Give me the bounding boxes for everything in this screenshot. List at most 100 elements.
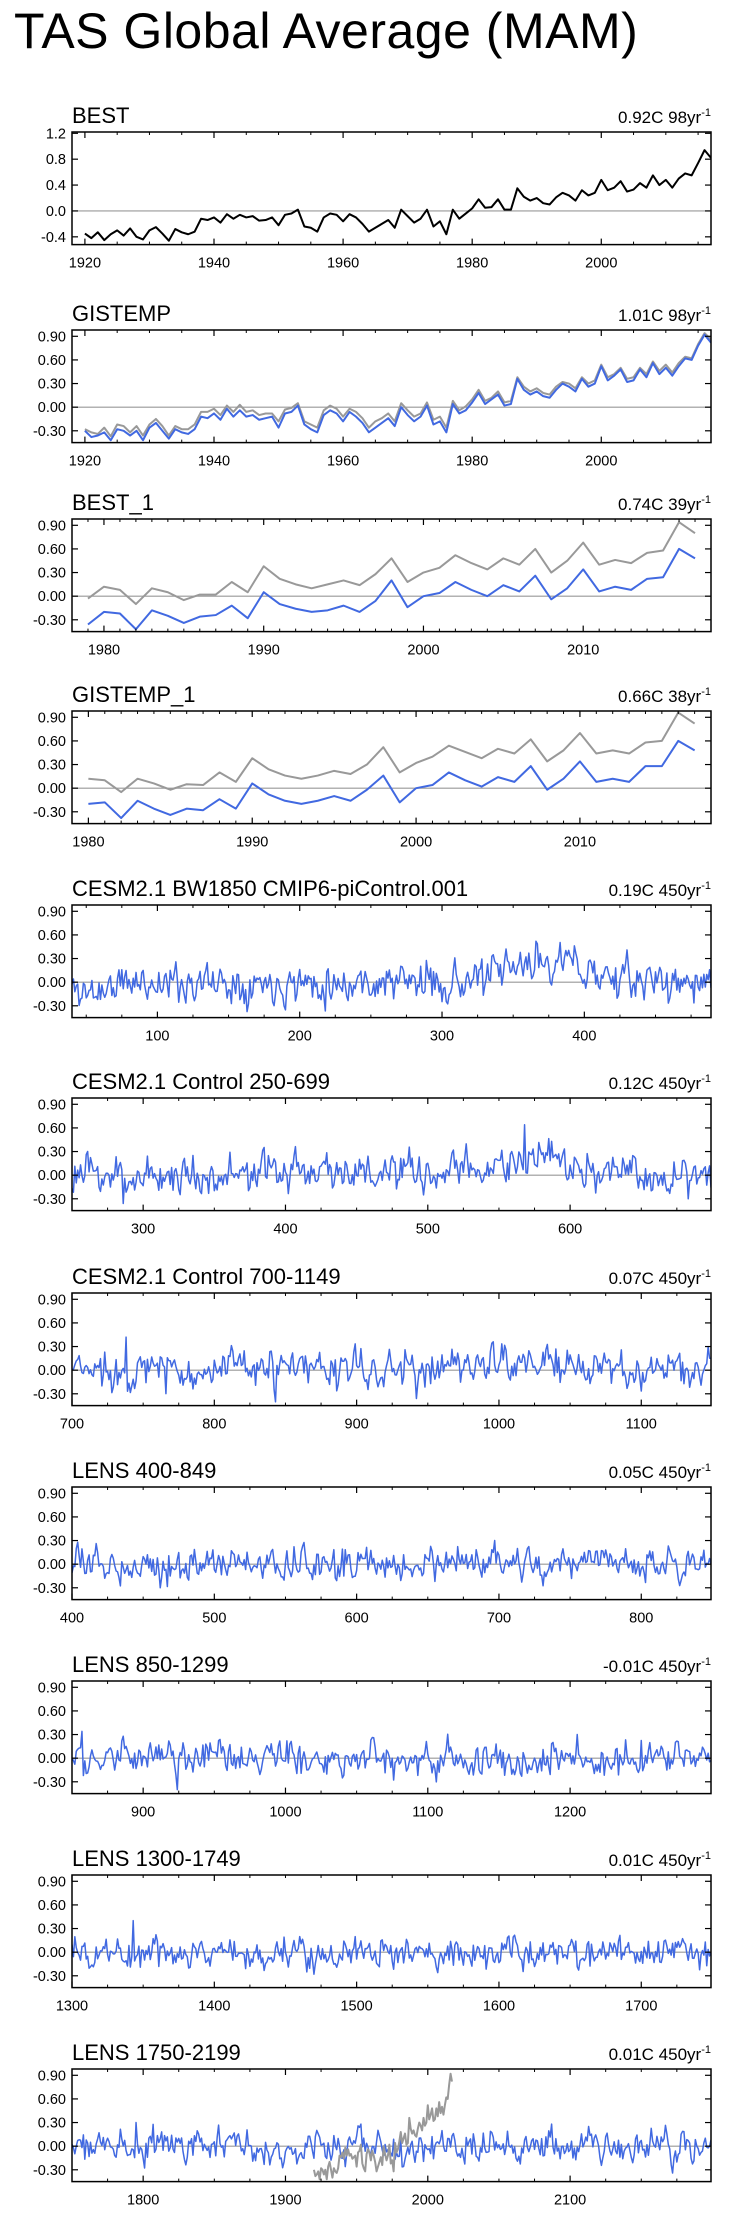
series-line-gistemp-1 [88, 739, 696, 820]
y-tick-label: 0.0 [46, 204, 66, 220]
series-line-cesm2-1-control-700-1149 [72, 1336, 711, 1403]
x-tick-label: 1980 [456, 454, 488, 470]
trend-annotation: 0.07C 450yr-1 [609, 1268, 711, 1288]
x-tick-label: 900 [345, 1417, 369, 1433]
x-tick-label: 900 [131, 1805, 155, 1821]
panel-lens-850-1299: LENS 850-1299 -0.01C 450yr-1 -0.30 0.00 0.30… [33, 1652, 712, 1821]
y-tick-label: -0.30 [33, 999, 66, 1015]
panel-title: GISTEMP_1 [72, 682, 195, 707]
plot-frame [71, 904, 712, 1019]
x-tick-label: 800 [202, 1417, 226, 1433]
series-line-best-1 [87, 547, 696, 631]
trend-value: -0.01C 450yr [603, 1657, 702, 1676]
trend-unit-exponent: -1 [701, 686, 711, 698]
trend-annotation: -0.01C 450yr-1 [603, 1656, 711, 1676]
panel-title: LENS 1750-2199 [72, 2040, 241, 2065]
panel-title: CESM2.1 Control 250-699 [72, 1069, 330, 1094]
x-tick-label: 2000 [412, 2193, 444, 2209]
x-tick-label: 2010 [564, 835, 596, 851]
y-tick-label: 0.00 [38, 781, 66, 797]
plot-frame [71, 1680, 712, 1795]
x-tick-label: 1980 [456, 256, 488, 272]
x-tick-label: 1100 [412, 1805, 443, 1821]
trend-annotation: 0.92C 98yr-1 [618, 107, 711, 127]
x-tick-label: 700 [60, 1417, 84, 1433]
x-tick-label: 300 [131, 1222, 155, 1238]
x-tick-label: 1980 [88, 643, 120, 659]
y-tick-label: 0.90 [38, 1680, 66, 1696]
trend-annotation: 0.66C 38yr-1 [618, 686, 711, 706]
y-tick-label: 0.90 [38, 518, 66, 534]
trend-unit-exponent: -1 [701, 1850, 711, 1862]
plot-frame [71, 131, 712, 246]
x-tick-label: 2100 [554, 2193, 586, 2209]
x-tick-label: 400 [572, 1029, 596, 1045]
trend-annotation: 0.01C 450yr-1 [609, 1850, 711, 1870]
plot-frame [71, 1486, 712, 1601]
plot-frame [71, 2068, 712, 2183]
trend-unit-exponent: -1 [701, 107, 711, 119]
x-tick-label: 1000 [483, 1417, 515, 1433]
series-line-gistemp-reference [84, 332, 711, 438]
y-tick-label: -0.30 [33, 424, 66, 440]
series-line-gistemp-1-reference [88, 711, 696, 794]
plot-frame [71, 518, 712, 633]
panel-lens-400-849: LENS 400-849 0.05C 450yr-1 -0.30 0.00 0.30 0.… [33, 1458, 712, 1627]
trend-annotation: 0.05C 450yr-1 [609, 1462, 711, 1482]
panel-cesm2-1-bw1850-cmip6-picontrol-001: CESM2.1 BW1850 CMIP6-piControl.001 0.19C … [33, 876, 712, 1045]
trend-value: 0.66C 38yr [618, 687, 701, 706]
x-tick-label: 200 [288, 1029, 312, 1045]
y-tick-label: 0.60 [38, 1898, 66, 1914]
trend-annotation: 1.01C 98yr-1 [618, 305, 711, 325]
x-tick-label: 100 [145, 1029, 169, 1045]
y-tick-label: 0.90 [38, 1486, 66, 1502]
y-tick-label: 0.30 [38, 1922, 66, 1938]
y-tick-label: 0.60 [38, 1704, 66, 1720]
y-tick-label: 0.00 [38, 589, 66, 605]
series-line-gistemp [84, 333, 711, 442]
panel-lens-1300-1749: LENS 1300-1749 0.01C 450yr-1 -0.30 0.00 0.30… [33, 1846, 712, 2015]
x-tick-label: 500 [202, 1611, 226, 1627]
x-tick-label: 1800 [127, 2193, 159, 2209]
x-tick-label: 1400 [198, 1999, 230, 2015]
trend-unit-exponent: -1 [701, 1656, 711, 1668]
y-tick-label: 0.60 [38, 1121, 66, 1137]
panel-title: BEST_1 [72, 490, 154, 515]
panel-gistemp: GISTEMP 1.01C 98yr-1 -0.30 0.00 0.30 0.60 0.90… [33, 301, 712, 470]
y-tick-label: 0.00 [38, 1168, 66, 1184]
series-line-cesm2-1-control-250-699 [72, 1124, 711, 1205]
series-line-best [84, 149, 711, 242]
x-tick-label: 1990 [248, 643, 280, 659]
x-tick-label: 1990 [236, 835, 268, 851]
y-tick-label: 0.00 [38, 1557, 66, 1573]
x-tick-label: 1300 [56, 1999, 88, 2015]
panel-lens-1750-2199: LENS 1750-2199 0.01C 450yr-1 -0.30 0.00 0.30… [33, 2040, 712, 2209]
series-line-lens-1750-2199 [72, 2121, 711, 2174]
trend-unit-exponent: -1 [701, 880, 711, 892]
panel-title: LENS 850-1299 [72, 1652, 229, 1677]
y-tick-label: -0.30 [33, 1192, 66, 1208]
y-tick-label: -0.30 [33, 805, 66, 821]
y-tick-label: 0.30 [38, 952, 66, 968]
y-tick-label: 0.30 [38, 758, 66, 774]
y-tick-label: 0.60 [38, 1510, 66, 1526]
panel-title: CESM2.1 BW1850 CMIP6-piControl.001 [72, 876, 468, 901]
trend-unit-exponent: -1 [701, 1073, 711, 1085]
x-tick-label: 300 [430, 1029, 454, 1045]
trend-unit-exponent: -1 [701, 305, 711, 317]
x-tick-label: 1900 [269, 2193, 301, 2209]
trend-value: 0.74C 39yr [618, 495, 701, 514]
x-tick-label: 1980 [72, 835, 104, 851]
plot-frame [71, 1292, 712, 1407]
x-tick-label: 1600 [483, 1999, 515, 2015]
panel-cesm2-1-control-700-1149: CESM2.1 Control 700-1149 0.07C 450yr-1 -0.… [33, 1264, 712, 1433]
y-tick-label: 0.00 [38, 2139, 66, 2155]
trend-value: 0.19C 450yr [609, 881, 702, 900]
panel-gistemp-1: GISTEMP_1 0.66C 38yr-1 -0.30 0.00 0.30 0.60 0.… [33, 682, 712, 851]
panel-cesm2-1-control-250-699: CESM2.1 Control 250-699 0.12C 450yr-1 -0.3… [33, 1069, 712, 1238]
x-tick-label: 400 [273, 1222, 297, 1238]
y-tick-label: -0.30 [33, 1775, 66, 1791]
y-tick-label: 0.60 [38, 1316, 66, 1332]
x-tick-label: 1200 [554, 1805, 586, 1821]
